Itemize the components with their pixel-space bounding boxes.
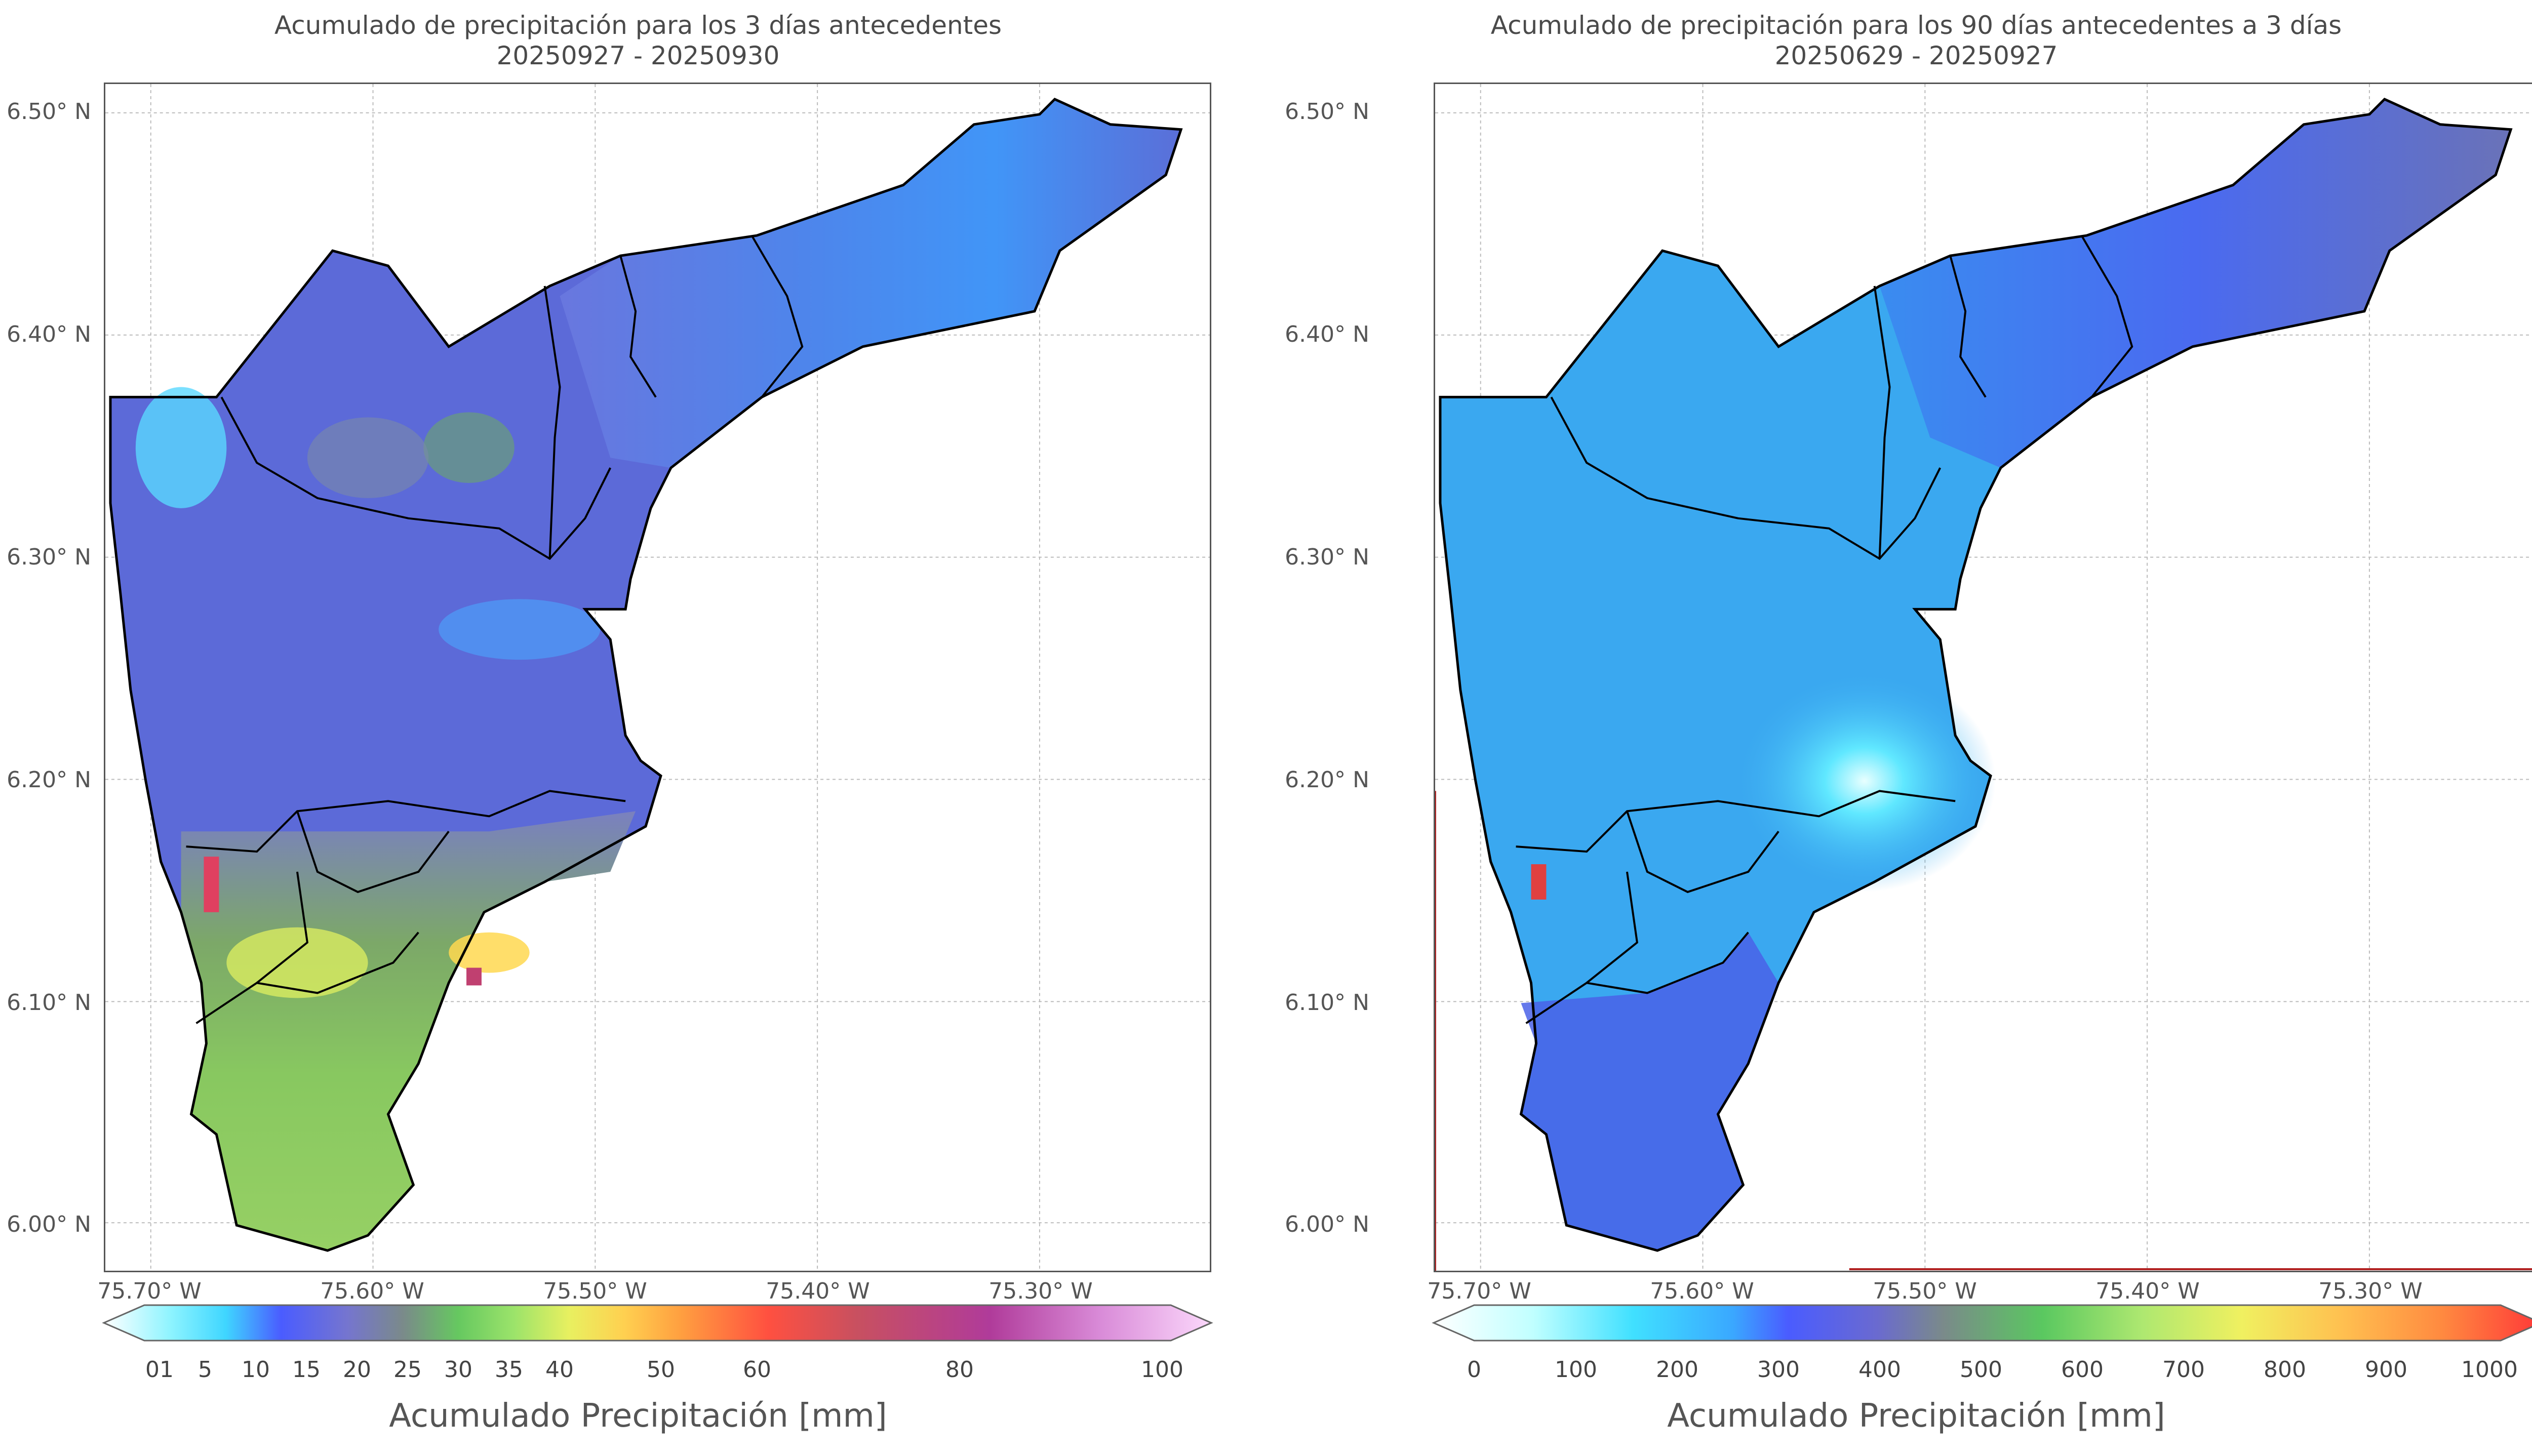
colorbar-tick: 60 [743,1357,771,1383]
colorbar-label: Acumulado Precipitación [mm] [1667,1397,2165,1435]
colorbar-label: Acumulado Precipitación [mm] [389,1397,887,1435]
map-right [1434,83,2532,1272]
sub-basin-boundaries [186,235,804,1024]
x-tick-label: 75.40° W [2095,1278,2200,1304]
y-tick-label: 6.30° N [1285,544,1369,570]
colorbar-tick: 25 [393,1357,422,1383]
panel-title: Acumulado de precipitación para los 90 d… [1490,11,2342,40]
colorbar-right [1432,1295,2532,1351]
colorbar-tick: 50 [647,1357,675,1383]
colorbar-tick: 100 [1141,1357,1183,1383]
colorbar-tick: 30 [444,1357,472,1383]
colorbar-tick: 900 [2365,1357,2407,1383]
colorbar-tick: 15 [292,1357,321,1383]
colorbar-left [102,1295,1213,1351]
cyan-patch [439,599,601,660]
cyan-patch [135,387,227,508]
y-tick-label: 6.40° N [1285,321,1369,347]
colorbar-tick: 700 [2162,1357,2205,1383]
yellow-patch [226,927,368,998]
watershed-outline [109,97,1183,1252]
colorbar-tick: 200 [1656,1357,1698,1383]
x-tick-label: 75.70° W [1427,1278,1531,1304]
right-panel: Acumulado de precipitación para los 90 d… [1278,0,2532,1456]
map-left [104,83,1211,1272]
colorbar-tick: 0 [1467,1357,1481,1383]
precip-90day-map [1435,84,2532,1271]
colorbar-tick: 1000 [2461,1357,2518,1383]
green-patch [423,412,515,483]
colorbar-tick: 500 [1960,1357,2002,1383]
x-tick-label: 75.60° W [1650,1278,1754,1304]
colorbar-tick: 600 [2061,1357,2104,1383]
colorbar-tick: 400 [1858,1357,1901,1383]
colorbar-tick: 40 [545,1357,574,1383]
colorbar-tick: 5 [198,1357,212,1383]
x-tick-label: 75.50° W [1873,1278,1977,1304]
colorbar-tick: 20 [343,1357,371,1383]
x-tick-label: 75.50° W [543,1278,647,1304]
green-patch [307,417,429,498]
panel-title: Acumulado de precipitación para los 3 dí… [274,11,1002,40]
colorbar-tick: 01 [145,1357,174,1383]
colorbar-tick: 800 [2264,1357,2306,1383]
north-region-fill [1879,99,2511,468]
y-tick-label: 6.50° N [7,99,91,125]
y-tick-label: 6.00° N [7,1211,91,1237]
panel-date-range: 20250927 - 20250930 [496,41,780,70]
precip-3day-map [105,84,1210,1271]
y-tick-label: 6.00° N [1285,1211,1369,1237]
sub-basin-boundaries [1516,235,2133,1024]
colorbar-tick: 10 [242,1357,270,1383]
colorbar-tick: 35 [495,1357,523,1383]
y-tick-label: 6.20° N [1285,767,1369,793]
y-tick-label: 6.10° N [7,990,91,1016]
x-tick-label: 75.70° W [97,1278,202,1304]
y-tick-label: 6.10° N [1285,990,1369,1016]
x-tick-label: 75.30° W [988,1278,1093,1304]
watershed-outline [1439,97,2513,1252]
colorbar-tick: 100 [1555,1357,1597,1383]
colorbar-gradient [102,1304,1213,1342]
north-region-fill [560,99,1181,468]
y-tick-label: 6.40° N [7,321,91,347]
yellow-patch [449,932,530,973]
y-tick-label: 6.20° N [7,767,91,793]
panel-date-range: 20250629 - 20250927 [1774,41,2058,70]
colorbar-tick: 300 [1757,1357,1800,1383]
south-region-fill [1521,932,1779,1251]
colorbar-tick: 80 [945,1357,974,1383]
y-tick-label: 6.50° N [1285,99,1369,125]
x-tick-label: 75.30° W [2318,1278,2423,1304]
watershed-fill [1440,99,2511,1251]
bright-patch [1733,670,1996,892]
high-precip-cell [204,857,219,912]
x-tick-label: 75.60° W [320,1278,424,1304]
left-panel: Acumulado de precipitación para los 3 dí… [7,11,1213,1435]
colorbar-gradient [1432,1304,2532,1342]
x-tick-label: 75.40° W [766,1278,870,1304]
south-region-fill [181,811,636,1251]
high-precip-cell [1531,864,1547,900]
high-precip-cell [466,967,482,986]
y-tick-label: 6.30° N [7,544,91,570]
